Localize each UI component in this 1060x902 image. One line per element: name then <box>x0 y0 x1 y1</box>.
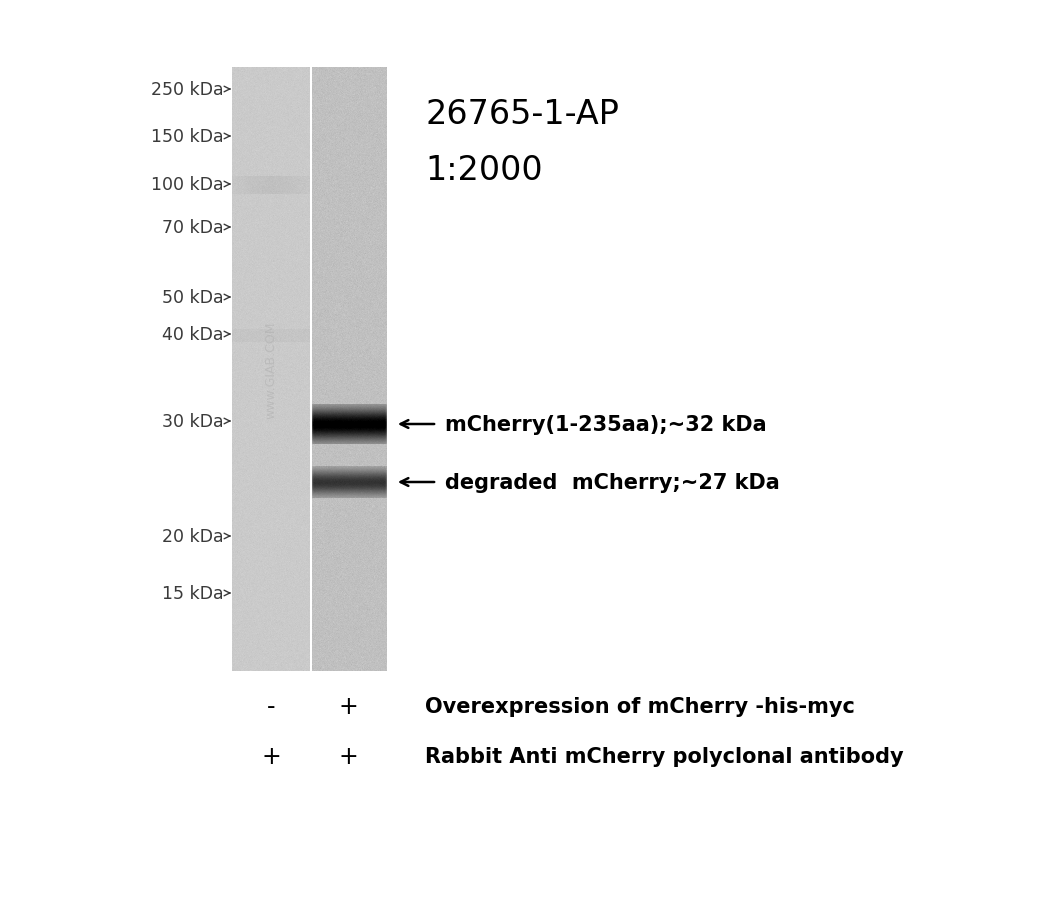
Text: 150 kDa: 150 kDa <box>152 128 224 146</box>
Text: +: + <box>338 695 358 718</box>
Text: 15 kDa: 15 kDa <box>162 584 224 603</box>
Text: 1:2000: 1:2000 <box>425 153 543 187</box>
Text: Rabbit Anti mCherry polyclonal antibody: Rabbit Anti mCherry polyclonal antibody <box>425 746 903 766</box>
Text: +: + <box>338 744 358 769</box>
Text: 100 kDa: 100 kDa <box>152 176 224 194</box>
Text: +: + <box>261 744 281 769</box>
Text: 70 kDa: 70 kDa <box>162 219 224 236</box>
Text: 30 kDa: 30 kDa <box>162 412 224 430</box>
Text: -: - <box>267 695 276 718</box>
Text: mCherry(1-235aa);~32 kDa: mCherry(1-235aa);~32 kDa <box>445 415 766 435</box>
Text: 40 kDa: 40 kDa <box>162 326 224 344</box>
Text: www.GIAB.COM: www.GIAB.COM <box>265 321 278 419</box>
Text: 50 kDa: 50 kDa <box>162 289 224 307</box>
Text: 26765-1-AP: 26765-1-AP <box>425 98 619 132</box>
Text: degraded  mCherry;~27 kDa: degraded mCherry;~27 kDa <box>445 473 780 492</box>
Text: 20 kDa: 20 kDa <box>162 528 224 546</box>
Text: Overexpression of mCherry -his-myc: Overexpression of mCherry -his-myc <box>425 696 854 716</box>
Text: 250 kDa: 250 kDa <box>152 81 224 99</box>
